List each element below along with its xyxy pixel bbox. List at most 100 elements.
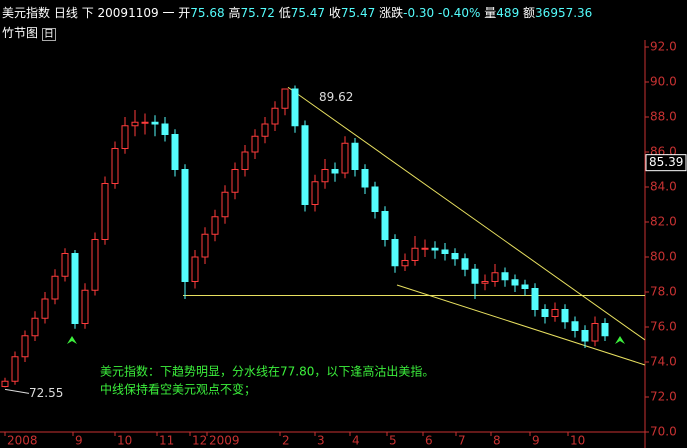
trend-line — [287, 86, 646, 341]
annotation: 中线保持看空美元观点不变； — [100, 382, 256, 397]
y-tick-label: 76.0 — [650, 320, 677, 334]
field-value: -0.40% — [438, 6, 481, 20]
field-label: 低 — [278, 6, 291, 20]
date: 20091109 — [97, 6, 159, 20]
x-tick-label: 4 — [352, 434, 360, 448]
cursor-box — [645, 154, 687, 172]
y-tick-label: 72.0 — [650, 390, 677, 404]
symbol: 美元指数 — [2, 6, 51, 20]
candle-body — [391, 239, 399, 267]
candle-body — [481, 281, 489, 284]
candle-body — [191, 256, 199, 282]
candle-body — [181, 169, 189, 282]
candle-body — [431, 247, 439, 251]
candle-body — [521, 284, 529, 289]
field-label: 量 — [484, 6, 497, 20]
y-tick-label: 78.0 — [650, 285, 677, 299]
x-tick-label: 3 — [317, 434, 325, 448]
candle-body — [21, 335, 29, 358]
y-tick-label: 70.0 — [650, 425, 677, 439]
candle-body — [581, 330, 589, 342]
candle-body — [171, 134, 179, 170]
y-tick-label: 88.0 — [650, 110, 677, 124]
candle-body — [311, 181, 319, 205]
peak-label: 89.62 — [319, 90, 353, 104]
candle-body — [341, 142, 349, 174]
candle-body — [71, 253, 79, 324]
candle-body — [61, 253, 69, 277]
candle-body — [121, 125, 129, 149]
field-value: 489 — [496, 6, 520, 20]
fields: 开75.68 高75.72 低75.47 收75.47 涨跌-0.30 -0.4… — [178, 6, 592, 20]
candle-body — [101, 183, 109, 240]
candle-body — [221, 191, 229, 218]
field-value: 75.68 — [190, 6, 225, 20]
candle-body — [251, 135, 259, 153]
candle-body — [351, 142, 359, 170]
candle-body — [321, 169, 329, 183]
candle-body — [51, 275, 59, 300]
y-tick-label: 84.0 — [650, 180, 677, 194]
x-tick-label: 5 — [389, 434, 397, 448]
field-value: 75.47 — [340, 6, 376, 20]
candle-body — [491, 272, 499, 282]
field-value: 75.47 — [290, 6, 326, 20]
candle-body — [541, 309, 549, 317]
candle-body — [601, 323, 609, 337]
candle-body — [211, 216, 219, 235]
x-tick-label: 6 — [425, 434, 433, 448]
candle-body — [161, 123, 169, 135]
candle-body — [1, 380, 9, 387]
candle-body — [261, 123, 269, 137]
field-label: 开 — [178, 6, 191, 20]
candle-body — [131, 121, 139, 127]
candle-body — [11, 356, 19, 382]
period-button[interactable]: 日 — [41, 28, 56, 41]
candle-body — [371, 186, 379, 212]
candle-body — [241, 151, 249, 170]
y-tick-label: 74.0 — [650, 355, 677, 369]
candle-body — [531, 288, 539, 310]
candle-body — [31, 317, 39, 337]
candle-body — [441, 249, 449, 254]
arrow — [615, 336, 625, 344]
trend-line — [396, 284, 646, 366]
candle-body — [201, 233, 209, 258]
candle-body — [331, 169, 339, 174]
candle-body — [281, 88, 289, 109]
candle-body — [401, 260, 409, 267]
candle-body — [501, 272, 509, 281]
x-tick-label: 12 — [192, 434, 207, 448]
header: 美元指数 日线 下 20091109 一 开75.68 高75.72 低75.4… — [2, 4, 592, 21]
y-tick-label: 82.0 — [650, 215, 677, 229]
y-tick-label: 92.0 — [650, 40, 677, 54]
candle-body — [231, 169, 239, 193]
low-pointer — [4, 388, 30, 394]
x-tick-label: 9 — [532, 434, 540, 448]
candle-body — [551, 309, 559, 317]
x-tick-label: 8 — [493, 434, 501, 448]
candle-body — [361, 169, 369, 188]
chart-style[interactable]: 竹节图 — [2, 26, 39, 40]
y-tick-label: 80.0 — [650, 250, 677, 264]
weekday: 一 — [162, 6, 175, 20]
field-value: 75.72 — [240, 6, 275, 20]
cursor-value: 85.39 — [649, 155, 683, 169]
x-tick-label: 7 — [458, 434, 466, 448]
toolbar: 竹节图 日 — [2, 24, 56, 41]
x-tick-label: 10 — [570, 434, 585, 448]
candle-body — [561, 309, 569, 323]
field-label: 高 — [228, 6, 241, 20]
x-tick-label: 2 — [282, 434, 290, 448]
x-tick-label: 9 — [75, 434, 83, 448]
field-value: 36957.36 — [535, 6, 593, 20]
y-tick-label: 90.0 — [650, 75, 677, 89]
candle-body — [511, 279, 519, 286]
candle-body — [151, 121, 159, 125]
candle-body — [111, 148, 119, 184]
candle-body — [421, 247, 429, 250]
candle-body — [91, 239, 99, 291]
candle-body — [81, 289, 89, 324]
